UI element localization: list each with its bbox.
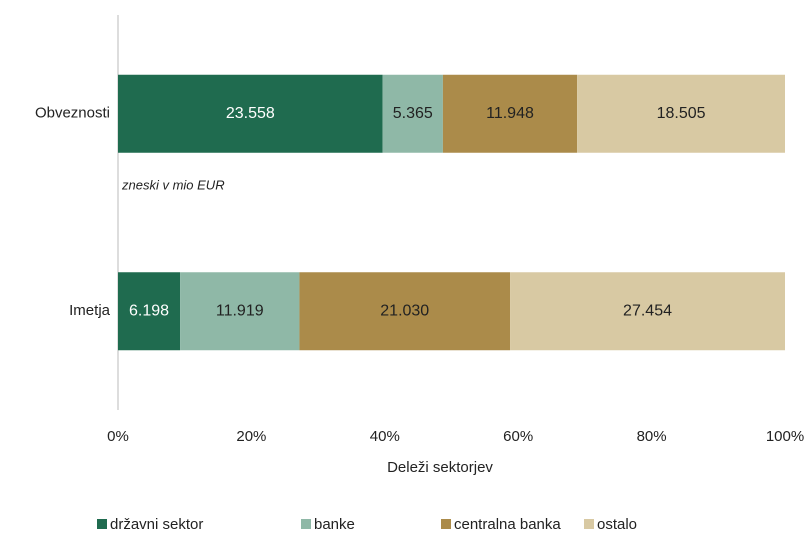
x-tick-label: 0% <box>107 428 129 445</box>
y-tick-label: Imetja <box>69 302 111 319</box>
data-label: 23.558 <box>226 105 275 122</box>
legend-swatch <box>584 519 594 529</box>
x-tick-label: 40% <box>370 428 400 445</box>
x-tick-label: 20% <box>236 428 266 445</box>
bar-segment <box>577 74 785 153</box>
data-label: 18.505 <box>657 105 706 122</box>
bar-segment <box>118 74 383 153</box>
bar-segment <box>180 272 300 351</box>
bar-segment <box>382 74 443 153</box>
x-axis-label: Deleži sektorjev <box>387 459 493 476</box>
bar-segment <box>510 272 785 351</box>
legend-swatch <box>441 519 451 529</box>
note: zneski v mio EUR <box>121 177 225 192</box>
data-label: 6.198 <box>129 302 169 319</box>
x-tick-label: 80% <box>637 428 667 445</box>
legend-swatch <box>301 519 311 529</box>
data-label: 5.365 <box>393 105 433 122</box>
legend-label: državni sektor <box>110 516 203 533</box>
legend-label: banke <box>314 516 355 533</box>
bar-segment <box>118 272 181 351</box>
data-label: 21.030 <box>380 302 429 319</box>
bar-segment <box>442 74 578 153</box>
data-label: 27.454 <box>623 302 672 319</box>
data-label: 11.948 <box>486 105 534 122</box>
data-label: 11.919 <box>216 302 264 319</box>
legend-label: ostalo <box>597 516 637 533</box>
legend-label: centralna banka <box>454 516 561 533</box>
x-tick-label: 100% <box>766 428 804 445</box>
y-tick-label: Obveznosti <box>35 105 110 122</box>
x-tick-label: 60% <box>503 428 533 445</box>
legend-swatch <box>97 519 107 529</box>
bar-segment <box>299 272 511 351</box>
